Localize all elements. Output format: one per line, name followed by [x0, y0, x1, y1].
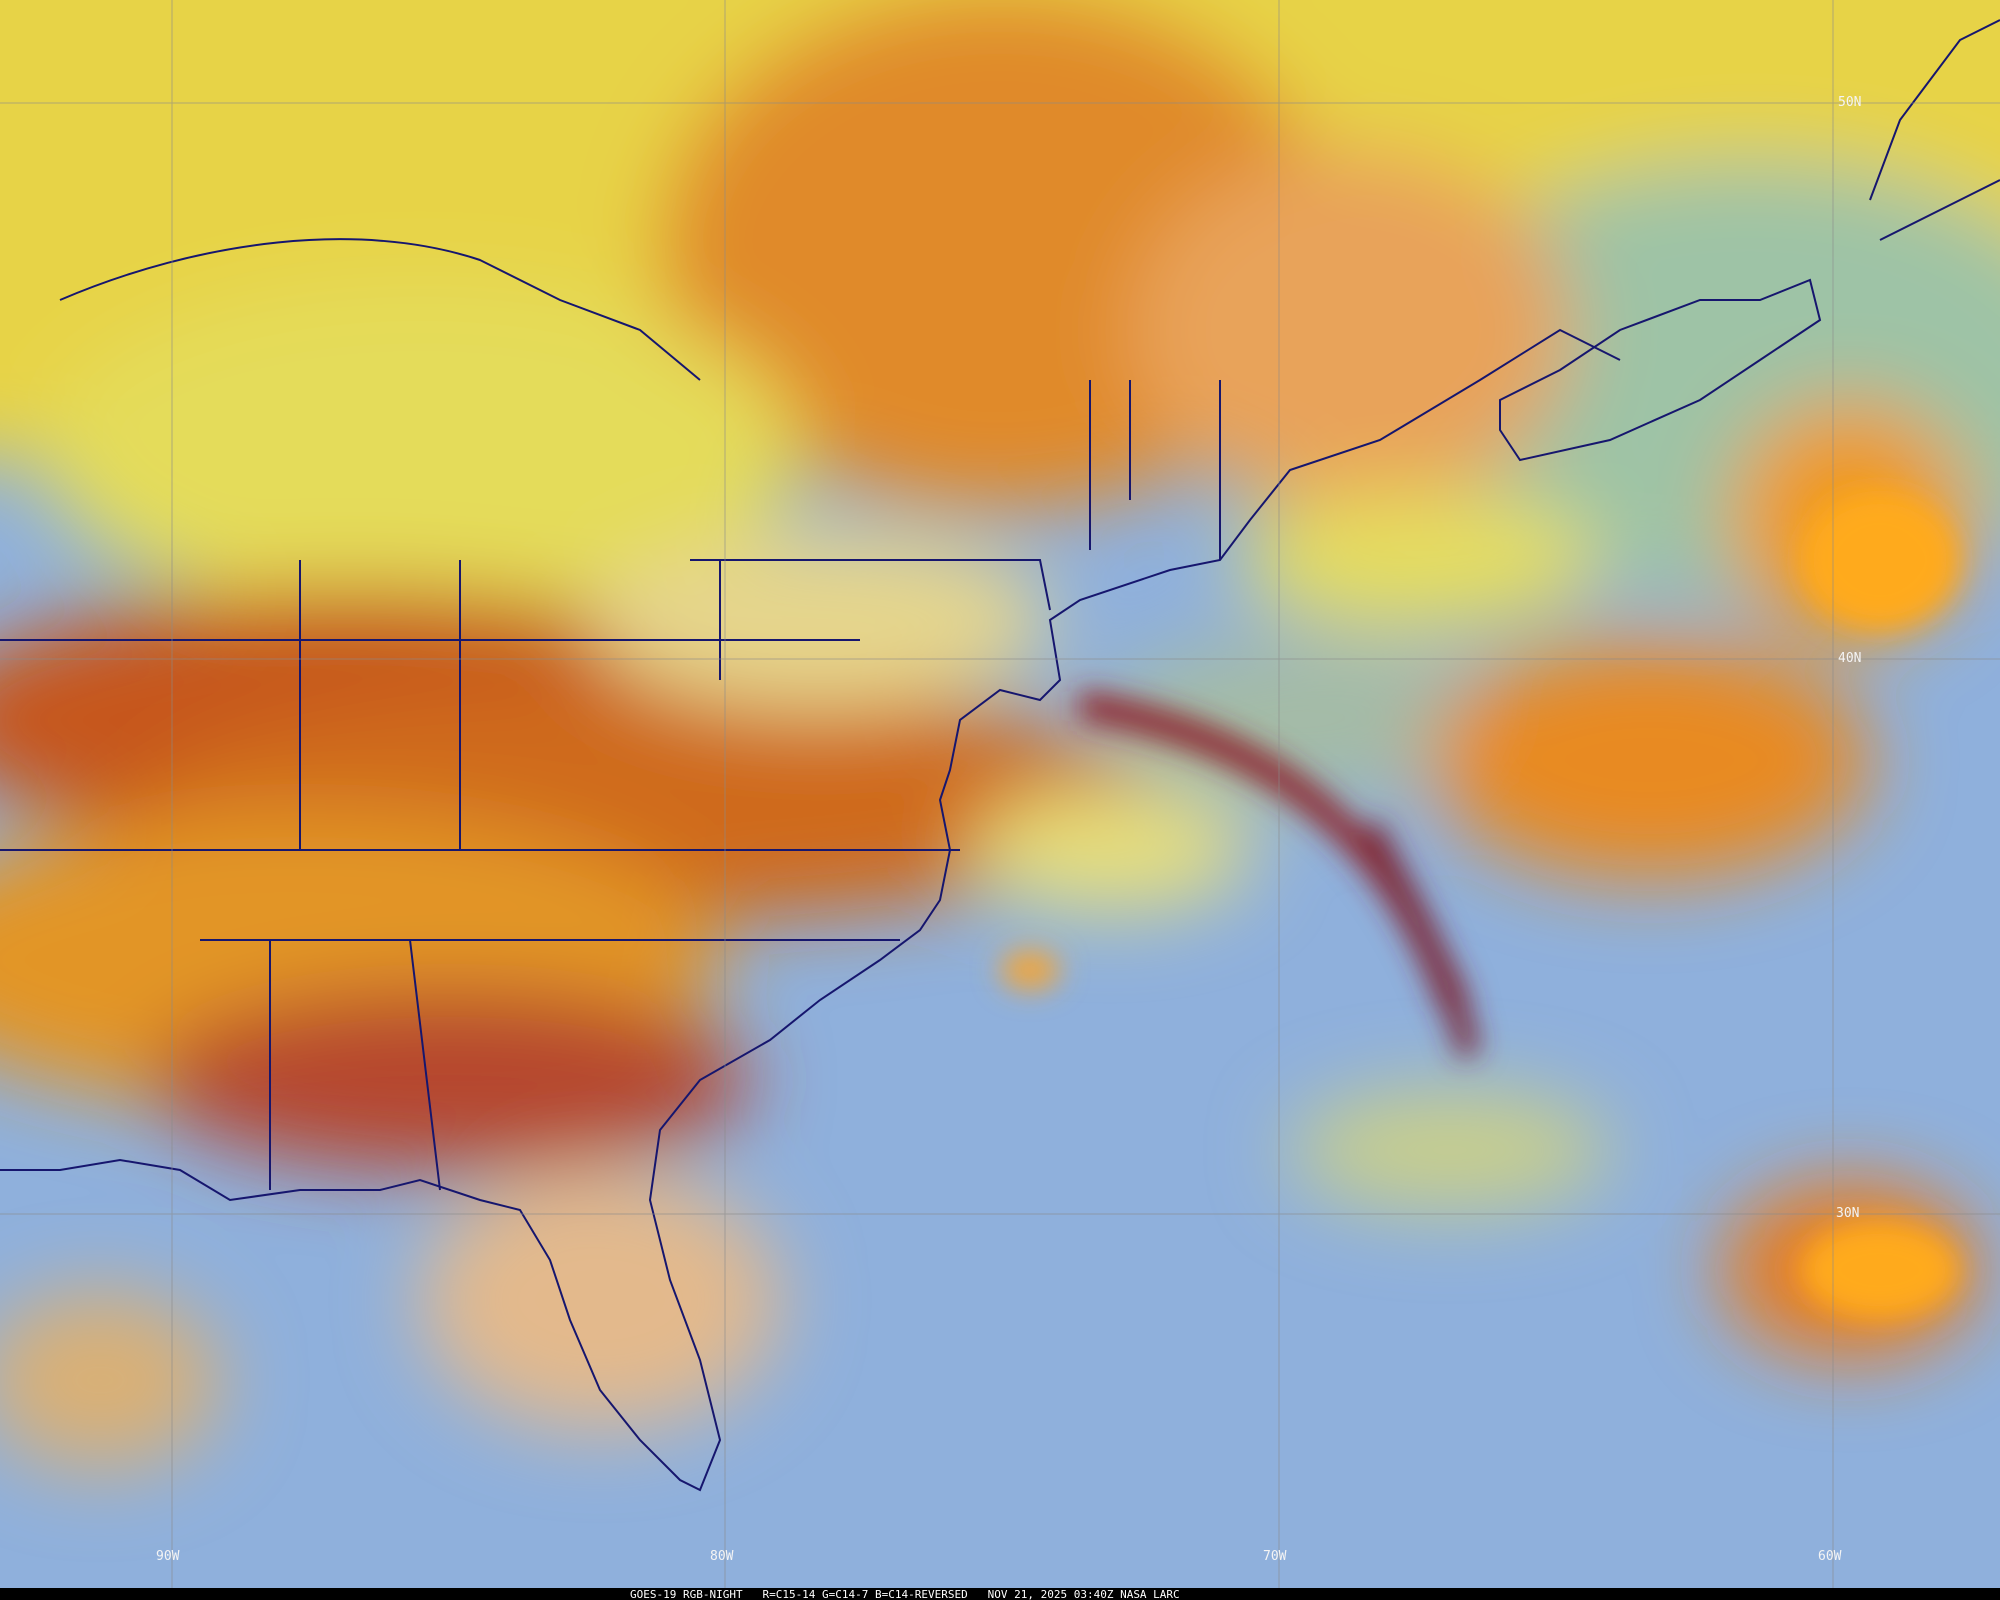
- footer-caption: GOES-19 RGB-NIGHT R=C15-14 G=C14-7 B=C14…: [630, 1588, 1180, 1600]
- longitude-label: 90W: [156, 1549, 180, 1564]
- latitude-label: 50N: [1838, 95, 1861, 110]
- boundaries: [0, 19, 2000, 1492]
- grid-labels: 50N 40N 30N 90W 80W 70W 60W: [156, 95, 1861, 1564]
- latitude-label: 30N: [1836, 1206, 1859, 1221]
- longitude-label: 70W: [1263, 1549, 1287, 1564]
- footer-bar: [0, 1588, 2000, 1600]
- longitude-label: 80W: [710, 1549, 734, 1564]
- latitude-label: 40N: [1838, 651, 1861, 666]
- longitude-label: 60W: [1818, 1549, 1842, 1564]
